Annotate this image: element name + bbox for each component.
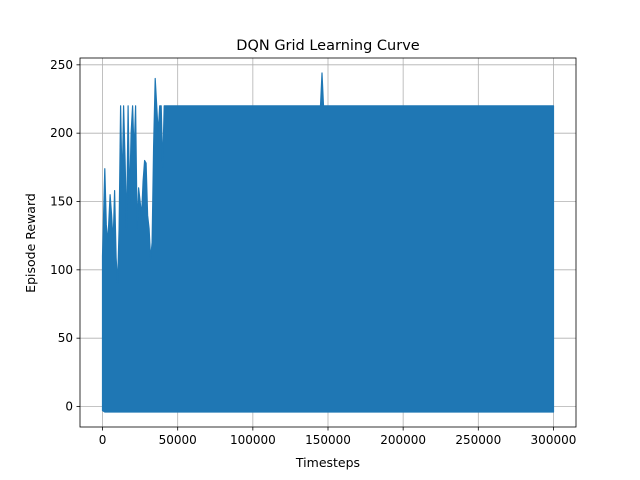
y-tick-label: 0 bbox=[65, 400, 73, 414]
y-axis-ticks: 0 50 100 150 200 250 bbox=[50, 58, 80, 414]
x-tick-label: 50000 bbox=[159, 433, 197, 447]
x-tick-label: 100000 bbox=[230, 433, 276, 447]
y-tick-label: 250 bbox=[50, 58, 73, 72]
x-tick-label: 0 bbox=[99, 433, 107, 447]
plot-area bbox=[101, 72, 555, 413]
y-tick-label: 150 bbox=[50, 195, 73, 209]
x-axis-ticks: 0 50000 100000 150000 200000 250000 300000 bbox=[99, 427, 577, 447]
reward-series-line bbox=[101, 72, 555, 413]
y-tick-label: 50 bbox=[58, 331, 73, 345]
y-axis-label: Episode Reward bbox=[23, 193, 38, 293]
x-tick-label: 200000 bbox=[380, 433, 426, 447]
chart-title: DQN Grid Learning Curve bbox=[236, 38, 419, 54]
y-tick-label: 100 bbox=[50, 263, 73, 277]
x-axis-label: Timesteps bbox=[295, 455, 360, 470]
x-tick-label: 250000 bbox=[455, 433, 501, 447]
x-tick-label: 300000 bbox=[531, 433, 577, 447]
y-tick-label: 200 bbox=[50, 126, 73, 140]
x-tick-label: 150000 bbox=[305, 433, 351, 447]
